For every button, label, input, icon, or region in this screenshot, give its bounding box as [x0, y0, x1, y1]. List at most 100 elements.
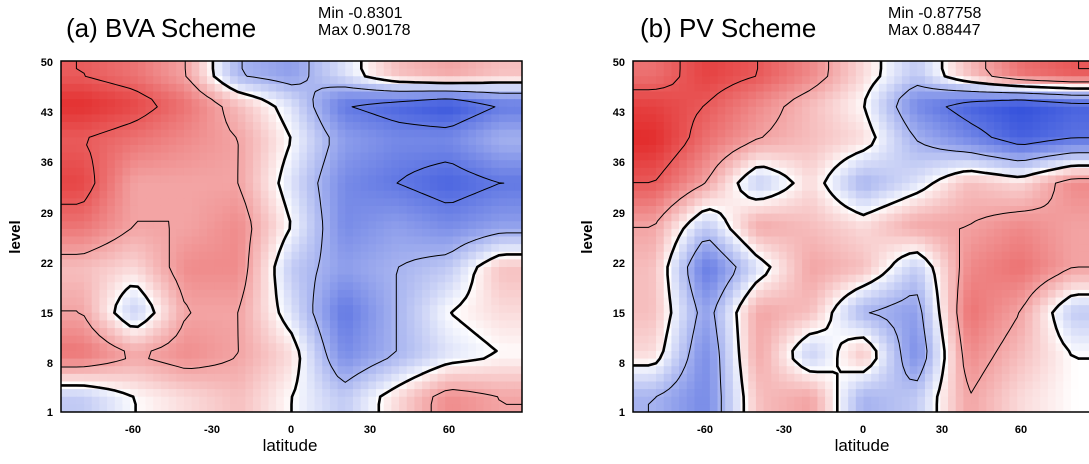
heatmap-cell: [732, 282, 742, 291]
heatmap-cell: [940, 152, 949, 161]
heatmap-cell: [206, 305, 216, 314]
heatmap-cell: [640, 68, 649, 77]
heatmap-cell: [137, 198, 147, 207]
heatmap-cell: [383, 274, 392, 283]
heatmap-cell: [283, 358, 293, 367]
heatmap-cell: [717, 198, 726, 207]
heatmap-cell: [917, 167, 926, 177]
heatmap-cell: [963, 213, 972, 222]
heatmap-cell: [137, 282, 147, 291]
heatmap-cell: [452, 350, 462, 360]
heatmap-cell: [1055, 297, 1064, 306]
heatmap-cell: [986, 68, 995, 77]
heatmap-cell: [314, 213, 323, 222]
heatmap-cell: [679, 175, 688, 184]
heatmap-cell: [732, 183, 742, 192]
heatmap-cell: [337, 114, 346, 123]
heatmap-cell: [322, 297, 331, 306]
heatmap-cell: [748, 129, 757, 138]
heatmap-cell: [732, 76, 742, 85]
heatmap-cell: [168, 61, 177, 70]
heatmap-cell: [506, 320, 515, 329]
heatmap-cell: [176, 152, 185, 161]
heatmap-cell: [168, 190, 177, 199]
heatmap-cell: [352, 76, 362, 85]
heatmap-cell: [963, 320, 972, 329]
heatmap-cell: [276, 267, 285, 276]
heatmap-cell: [422, 213, 431, 222]
heatmap-cell: [337, 335, 346, 344]
heatmap-cell: [763, 205, 772, 215]
heatmap-cell: [84, 396, 93, 405]
heatmap-cell: [1032, 320, 1041, 329]
heatmap-cell: [755, 205, 765, 215]
heatmap-cell: [901, 61, 911, 70]
heatmap-cell: [68, 373, 77, 383]
heatmap-cell: [468, 350, 477, 360]
heatmap-cell: [468, 76, 477, 85]
heatmap-cell: [924, 122, 934, 131]
heatmap-cell: [498, 396, 508, 405]
heatmap-cell: [963, 91, 972, 100]
heatmap-cell: [383, 297, 392, 306]
heatmap-cell: [894, 175, 903, 184]
heatmap-cell: [1017, 244, 1026, 253]
heatmap-cell: [345, 190, 354, 199]
heatmap-cell: [437, 289, 446, 299]
heatmap-cell: [329, 122, 339, 131]
heatmap-cell: [740, 183, 749, 192]
heatmap-cell: [160, 61, 170, 70]
heatmap-cell: [245, 76, 254, 85]
heatmap-cell: [468, 99, 477, 108]
heatmap-cell: [376, 282, 385, 291]
heatmap-cell: [932, 312, 941, 322]
heatmap-cell: [68, 389, 77, 398]
heatmap-cell: [383, 350, 392, 360]
heatmap-cell: [160, 236, 170, 245]
heatmap-cell: [491, 373, 500, 383]
heatmap-cell: [283, 91, 293, 100]
heatmap-cell: [345, 175, 354, 184]
heatmap-cell: [122, 358, 131, 367]
heatmap-cell: [498, 267, 508, 276]
heatmap-cell: [848, 137, 857, 146]
heatmap-cell: [322, 114, 331, 123]
heatmap-cell: [107, 114, 116, 123]
heatmap-cell: [61, 144, 70, 154]
heatmap-cell: [483, 144, 492, 154]
heatmap-cell: [460, 389, 469, 398]
heatmap-cell: [863, 205, 872, 215]
heatmap-cell: [894, 167, 903, 177]
heatmap-cell: [671, 328, 680, 337]
heatmap-cell: [686, 289, 696, 299]
heatmap-cell: [130, 335, 139, 344]
heatmap-cell: [633, 221, 642, 230]
heatmap-cell: [145, 320, 154, 329]
heatmap-cell: [337, 190, 346, 199]
heatmap-cell: [732, 68, 742, 77]
heatmap-cell: [498, 328, 508, 337]
heatmap-cell: [360, 205, 369, 215]
heatmap-cell: [145, 274, 154, 283]
heatmap-cell: [694, 289, 703, 299]
heatmap-cell: [717, 99, 726, 108]
heatmap-cell: [971, 106, 980, 116]
heatmap-cell: [406, 366, 416, 375]
heatmap-cell: [901, 144, 911, 154]
heatmap-cell: [76, 396, 85, 405]
heatmap-cell: [948, 244, 957, 253]
heatmap-cell: [886, 312, 895, 322]
heatmap-cell: [183, 137, 193, 146]
heatmap-cell: [76, 160, 85, 169]
heatmap-cell: [778, 305, 788, 314]
heatmap-cell: [91, 137, 101, 146]
heatmap-cell: [817, 91, 826, 100]
heatmap-cell: [130, 68, 139, 77]
heatmap-cell: [924, 175, 934, 184]
heatmap-cell: [276, 297, 285, 306]
heatmap-cell: [160, 144, 170, 154]
heatmap-cell: [130, 320, 139, 329]
heatmap-cell: [160, 404, 170, 412]
heatmap-cell: [245, 236, 254, 245]
heatmap-cell: [878, 91, 888, 100]
